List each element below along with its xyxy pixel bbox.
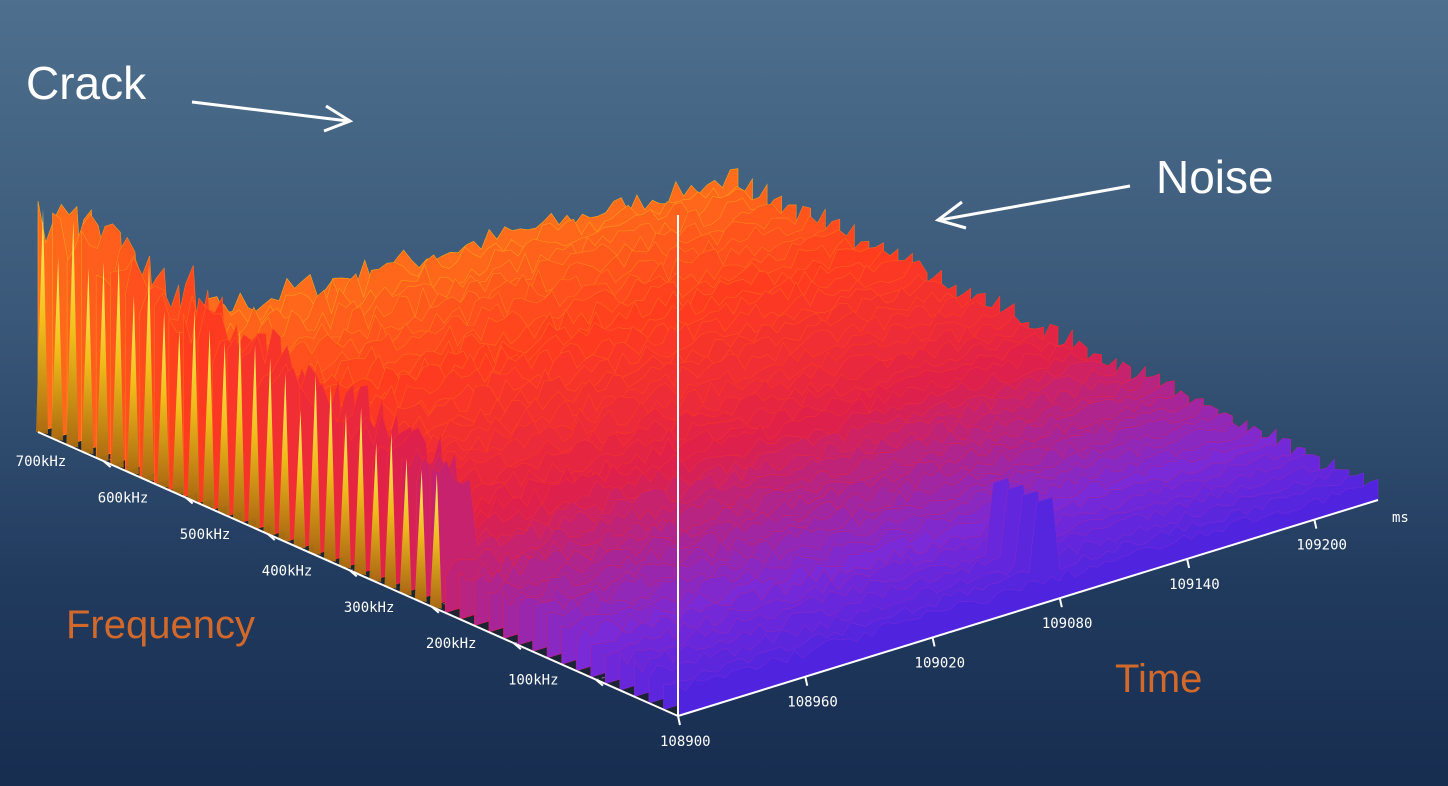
crack-spike [187, 309, 200, 502]
crack-annotation: Crack [26, 57, 147, 109]
frequency-tick [185, 496, 194, 505]
crack-spike [414, 469, 427, 603]
surface [36, 168, 1379, 717]
crack-spike [66, 220, 79, 448]
time-tick-label: 108960 [787, 695, 838, 711]
crack-spike [142, 264, 155, 482]
time-tick-label: 108900 [660, 734, 711, 750]
crack-ridge [36, 208, 442, 609]
time-tick-label: 109080 [1042, 616, 1093, 632]
frequency-axis [37, 431, 679, 717]
crack-spike [126, 295, 139, 475]
crack-spike [36, 208, 48, 434]
time-tick-label: 109200 [1296, 538, 1347, 554]
frequency-tick-label: 300kHz [344, 600, 395, 616]
noise-arrow [934, 184, 1131, 230]
crack-spike [429, 473, 442, 609]
crack-spike [172, 330, 185, 495]
crack-spike [111, 260, 124, 468]
time-tick [931, 637, 936, 647]
frequency-axis-title: Frequency [66, 603, 255, 647]
frequency-tick-label: 400kHz [262, 563, 313, 579]
surface-layer [677, 478, 1379, 717]
time-tick [1186, 558, 1191, 569]
frequency-tick [595, 678, 604, 687]
crack-spike [157, 310, 170, 488]
time-axis [677, 499, 1379, 717]
axes [37, 215, 1379, 717]
time-tick-label: 109020 [915, 655, 966, 671]
crack-spike [338, 413, 351, 569]
crack-spike [399, 458, 412, 596]
crack-spike [308, 374, 321, 555]
crack-spike [278, 373, 291, 542]
time-tick-label: 109140 [1169, 577, 1220, 593]
frequency-tick-label: 600kHz [98, 491, 149, 507]
time-axis-title: Time [1115, 657, 1203, 701]
crack-spike [81, 267, 94, 455]
crack-spike [248, 344, 261, 529]
time-ticks: 108900 108960 109020 109080 109140 109200 [660, 519, 1347, 750]
frequency-ticks: 100kHz 200kHz 300kHz 400kHz 500kHz 600kHz 700k… [16, 454, 604, 689]
crack-spike [232, 329, 245, 522]
crack-spike [96, 261, 109, 461]
frequency-tick [431, 606, 440, 614]
frequency-tick [102, 460, 112, 468]
crack-spike [202, 329, 215, 508]
frequency-tick [349, 569, 358, 578]
time-tick [1058, 597, 1063, 608]
crack-arrow [191, 100, 354, 133]
time-unit-label: ms [1392, 510, 1409, 526]
frequency-tick-label: 500kHz [180, 527, 231, 543]
frequency-tick-label: 700kHz [16, 454, 67, 470]
frequency-tick-label: 100kHz [508, 673, 559, 689]
crack-spike [369, 442, 382, 582]
frequency-tick [267, 533, 276, 541]
time-tick [677, 715, 681, 726]
crack-spike [384, 432, 397, 589]
crack-spike [263, 358, 276, 535]
crack-spike [217, 342, 230, 515]
crack-spike [51, 258, 64, 441]
crack-spike [293, 409, 306, 549]
noise-annotation: Noise [1156, 151, 1274, 203]
frequency-tick-label: 200kHz [426, 636, 477, 652]
crack-spike [354, 407, 367, 576]
time-tick [1313, 519, 1318, 529]
time-tick [804, 676, 809, 686]
crack-spike [323, 385, 336, 562]
frequency-tick [513, 642, 522, 650]
